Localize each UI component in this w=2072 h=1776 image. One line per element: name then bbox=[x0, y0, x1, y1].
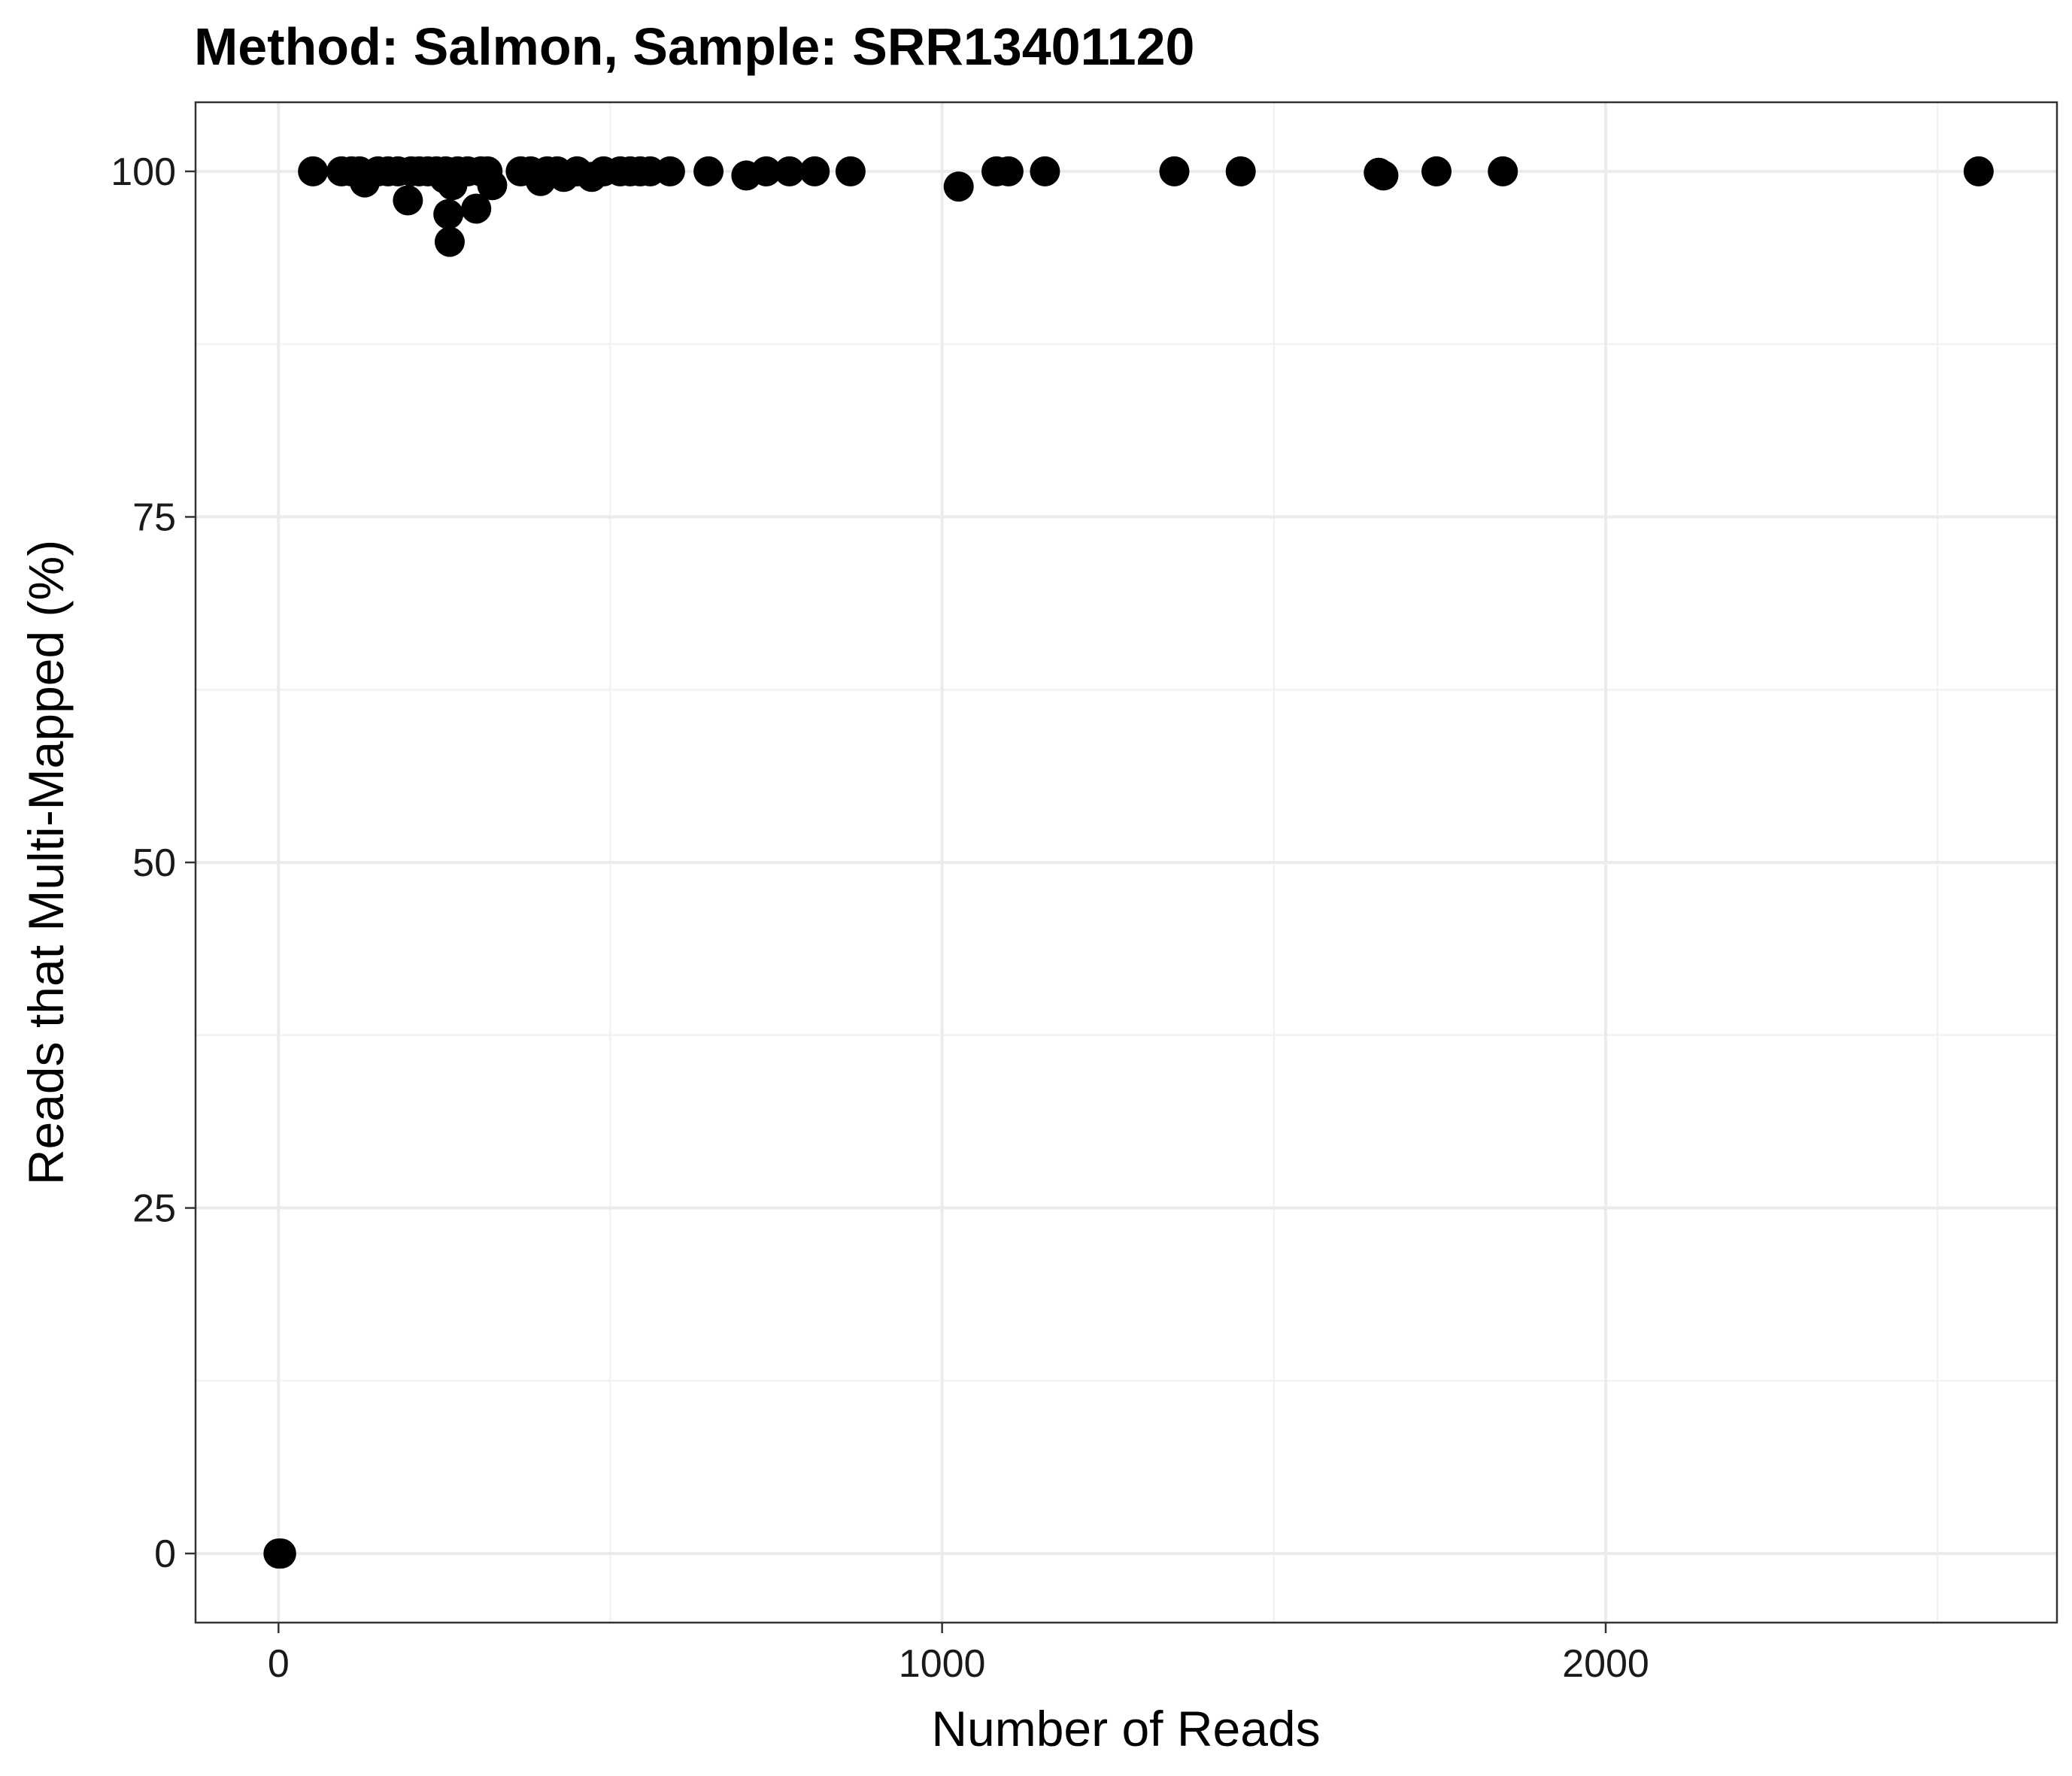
data-point bbox=[693, 156, 724, 186]
x-tick-label: 2000 bbox=[1562, 1642, 1649, 1686]
y-axis-title: Reads that Multi-Mapped (%) bbox=[18, 540, 74, 1185]
data-point bbox=[835, 156, 866, 186]
data-points bbox=[263, 156, 1994, 1569]
chart-title: Method: Salmon, Sample: SRR13401120 bbox=[194, 17, 1194, 76]
tick-labels: 0 1000 2000 0 25 50 75 100 bbox=[111, 150, 1649, 1686]
data-point bbox=[1421, 156, 1452, 186]
data-point bbox=[265, 1538, 296, 1569]
data-point bbox=[393, 185, 423, 216]
data-point bbox=[654, 156, 685, 186]
data-point bbox=[799, 156, 830, 186]
data-point bbox=[1225, 156, 1256, 186]
y-tick-label: 100 bbox=[111, 150, 176, 194]
axis-ticks bbox=[185, 170, 1607, 1633]
x-tick-label: 0 bbox=[268, 1642, 290, 1686]
data-point bbox=[1030, 156, 1060, 186]
data-point bbox=[433, 199, 464, 229]
data-point bbox=[774, 156, 805, 186]
data-point bbox=[434, 226, 465, 257]
data-point bbox=[943, 171, 974, 202]
x-axis-title: Number of Reads bbox=[931, 1701, 1320, 1756]
data-point bbox=[993, 156, 1024, 186]
data-point bbox=[751, 156, 781, 186]
data-point bbox=[461, 193, 492, 224]
data-point bbox=[1368, 160, 1399, 191]
data-point bbox=[477, 170, 508, 201]
y-tick-label: 25 bbox=[132, 1187, 176, 1231]
data-point bbox=[1488, 156, 1518, 186]
x-tick-label: 1000 bbox=[899, 1642, 986, 1686]
data-point bbox=[1159, 156, 1190, 186]
data-point bbox=[1963, 156, 1994, 186]
y-tick-label: 0 bbox=[154, 1532, 176, 1576]
grid bbox=[196, 102, 2057, 1623]
data-point bbox=[298, 156, 329, 186]
y-tick-label: 50 bbox=[132, 841, 176, 885]
y-tick-label: 75 bbox=[132, 496, 176, 539]
